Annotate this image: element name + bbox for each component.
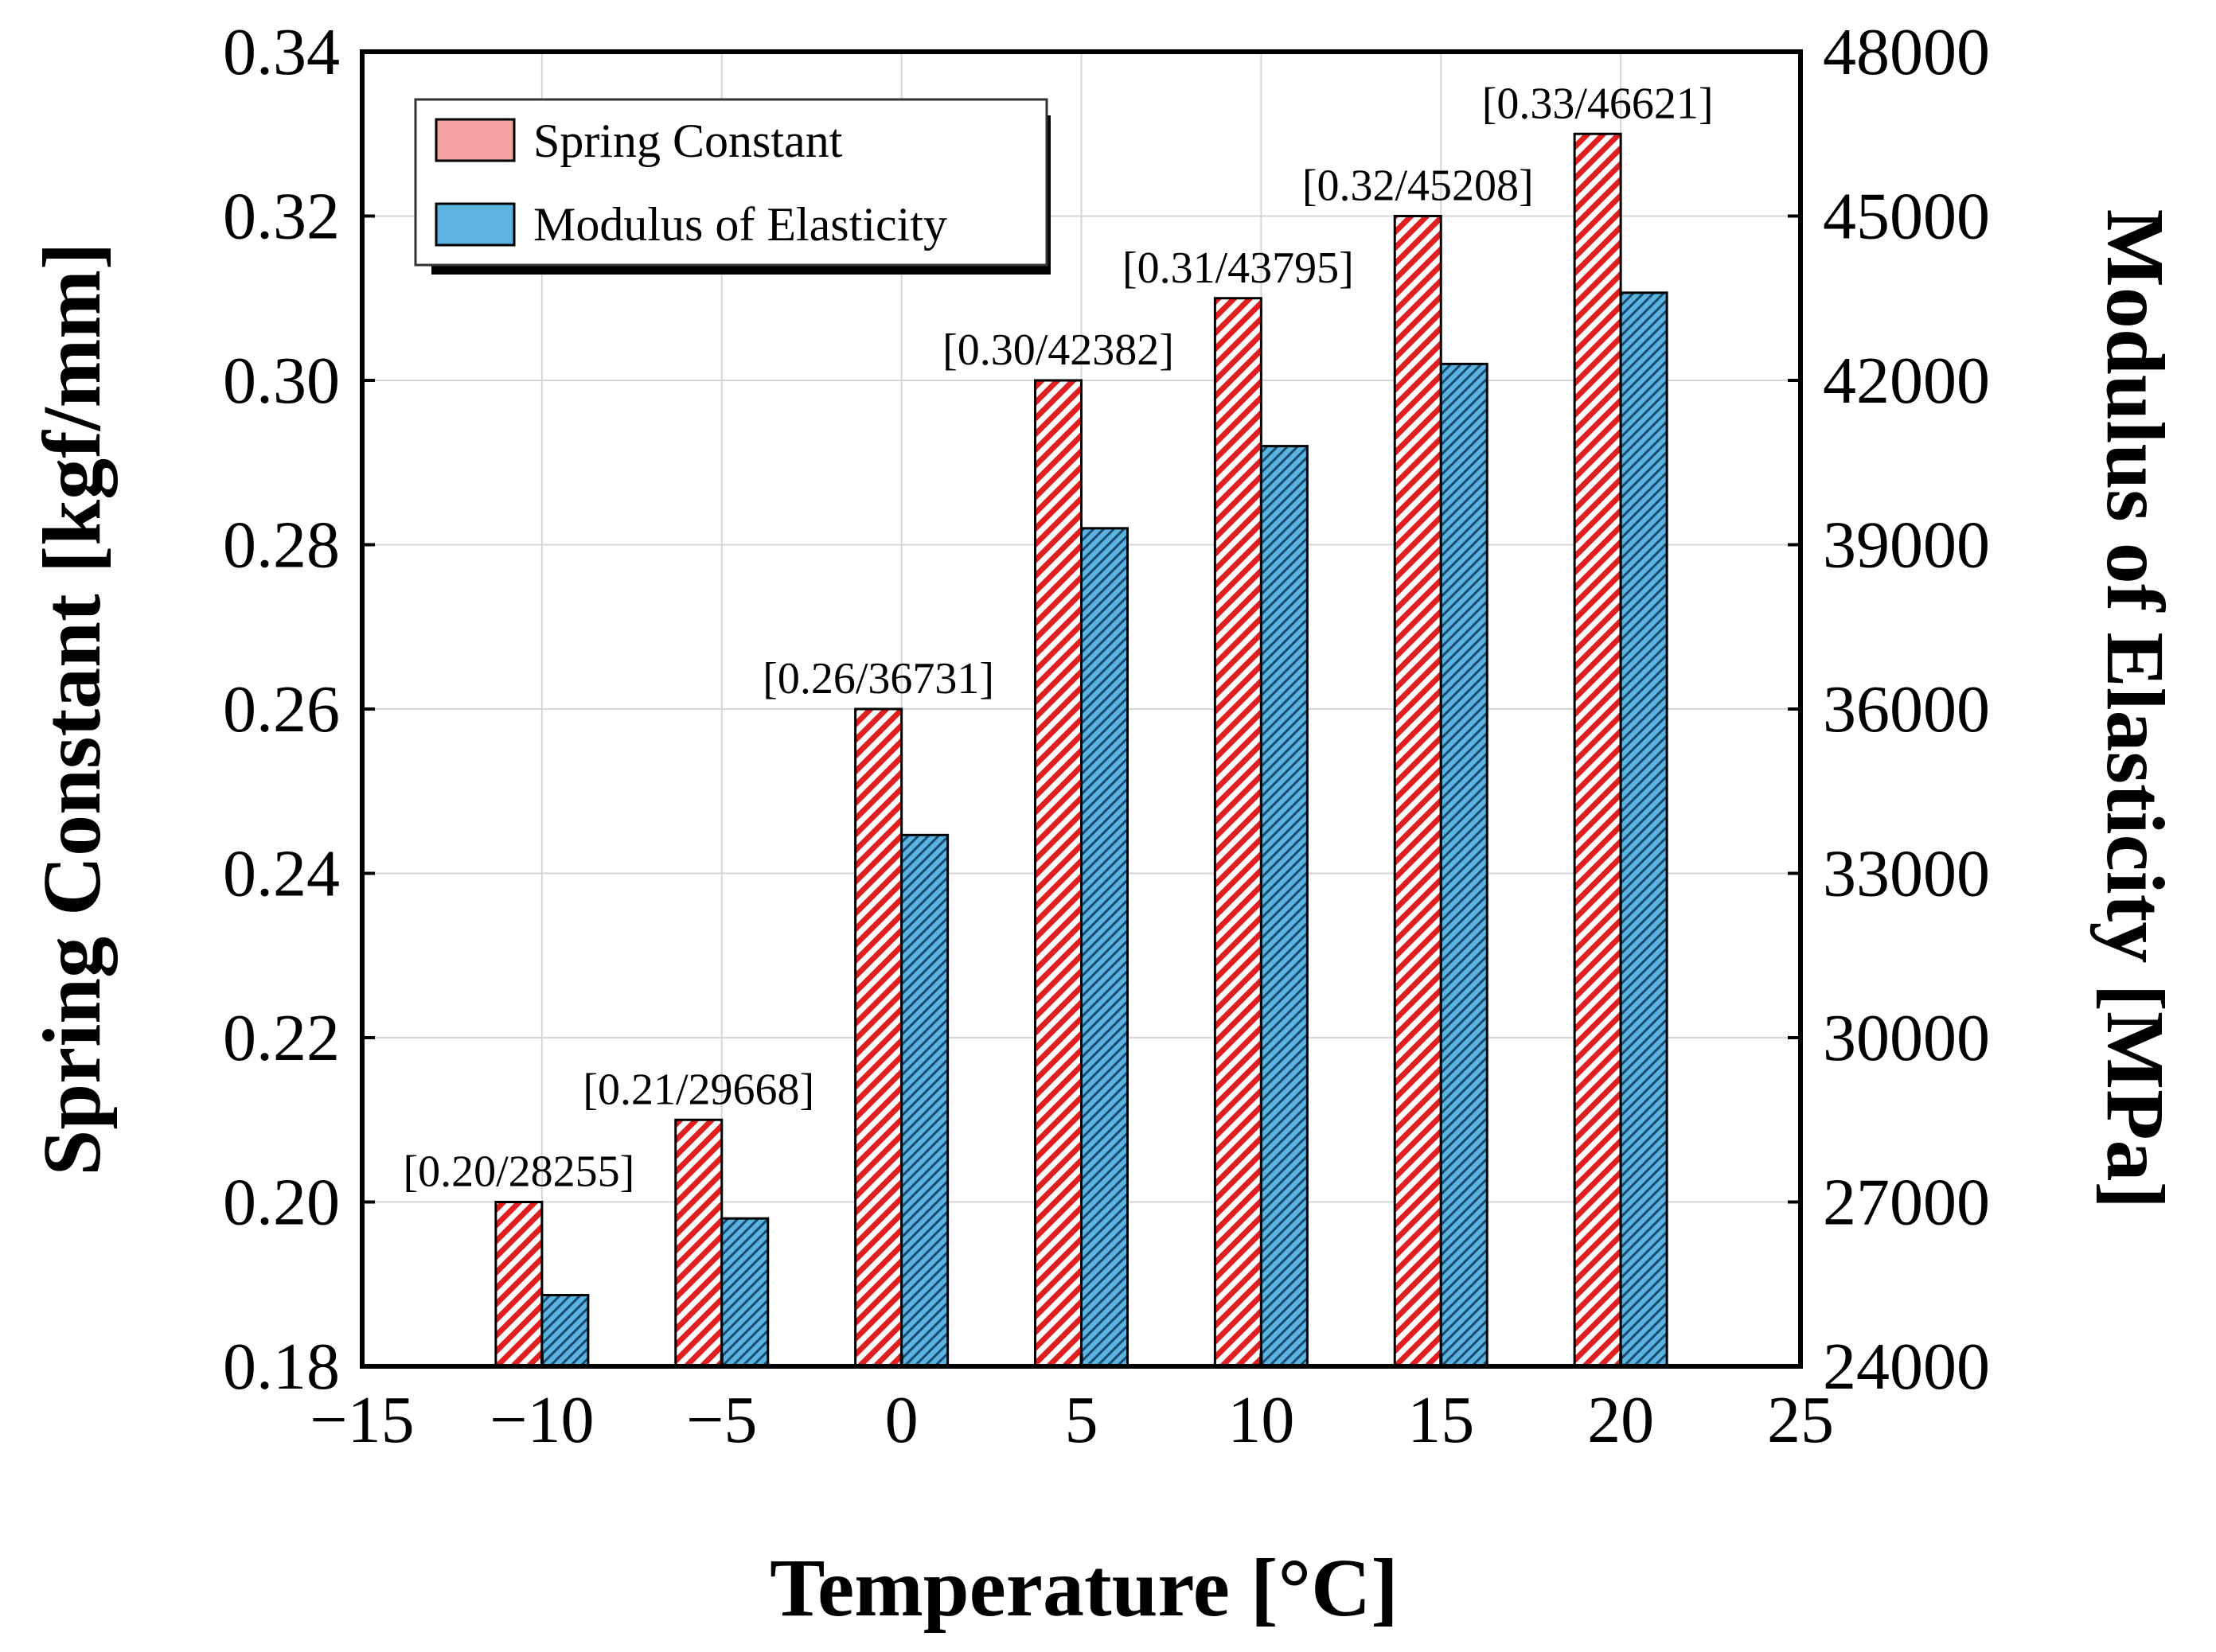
bar-spring-constant <box>854 707 903 1368</box>
legend-swatch-modulus <box>435 202 516 247</box>
x-tick-label: 15 <box>1407 1383 1474 1457</box>
legend-label-spring-constant: Spring Constant <box>533 115 843 167</box>
x-tick-label: −10 <box>490 1383 594 1457</box>
legend: Spring Constant Modulus of Elasticity <box>414 98 1051 275</box>
data-label: [0.33/46621] <box>1482 79 1714 128</box>
bar-modulus <box>900 833 950 1368</box>
bar-modulus <box>1439 362 1488 1368</box>
bar-spring-constant <box>1034 379 1083 1368</box>
y2-tick-label: 24000 <box>1823 1330 1990 1404</box>
bar-spring-constant <box>674 1118 724 1368</box>
bar-modulus <box>1619 291 1668 1368</box>
data-label: [0.32/45208] <box>1302 162 1534 211</box>
y-tick-label: 0.28 <box>223 508 340 582</box>
x-tick-label: 5 <box>1065 1383 1098 1457</box>
x-tick-label: 0 <box>885 1383 919 1457</box>
y2-tick-label: 42000 <box>1823 344 1990 418</box>
data-label: [0.31/43795] <box>1122 244 1354 293</box>
bar-modulus <box>1259 445 1309 1368</box>
bar-modulus <box>540 1294 590 1368</box>
y2-tick-label: 45000 <box>1823 180 1990 254</box>
data-label: [0.20/28255] <box>403 1147 634 1197</box>
data-label: [0.21/29668] <box>583 1065 814 1114</box>
y2-tick-label: 48000 <box>1823 15 1990 89</box>
x-tick-label: −5 <box>686 1383 757 1457</box>
y2-tick-label: 27000 <box>1823 1166 1990 1240</box>
y-tick-label: 0.26 <box>223 672 340 746</box>
x-tick-label: −15 <box>310 1383 414 1457</box>
y-tick-label: 0.32 <box>223 180 340 254</box>
data-label: [0.30/42382] <box>942 325 1174 375</box>
y-tick-label: 0.18 <box>223 1330 340 1404</box>
x-axis-title: Temperature [°C] <box>770 1542 1399 1634</box>
y-tick-label: 0.20 <box>223 1166 340 1240</box>
bar-spring-constant <box>1393 215 1442 1368</box>
y-tick-label: 0.34 <box>223 15 340 89</box>
legend-swatch-spring-constant <box>435 118 516 162</box>
y-tick-label: 0.30 <box>223 344 340 418</box>
data-label: [0.26/36731] <box>763 654 994 703</box>
y-tick-label: 0.22 <box>223 1001 340 1075</box>
x-tick-label: 20 <box>1587 1383 1654 1457</box>
bar-modulus <box>720 1217 770 1368</box>
legend-box <box>414 98 1048 267</box>
y2-tick-label: 39000 <box>1823 508 1990 582</box>
bar-modulus <box>1080 527 1129 1368</box>
x-tick-label: 10 <box>1227 1383 1294 1457</box>
y-tick-label: 0.24 <box>223 837 340 911</box>
y2-axis-title: Modulus of Elasticity [MPa] <box>2089 209 2181 1210</box>
y2-tick-label: 30000 <box>1823 1001 1990 1075</box>
y-axis-title: Spring Constant [kgf/mm] <box>26 243 118 1176</box>
y2-tick-label: 33000 <box>1823 837 1990 911</box>
x-tick-label: 25 <box>1767 1383 1834 1457</box>
legend-label-modulus: Modulus of Elasticity <box>533 198 947 251</box>
bar-spring-constant <box>1213 297 1262 1368</box>
bar-spring-constant <box>494 1201 544 1368</box>
bar-spring-constant <box>1573 132 1622 1368</box>
y2-tick-label: 36000 <box>1823 672 1990 746</box>
